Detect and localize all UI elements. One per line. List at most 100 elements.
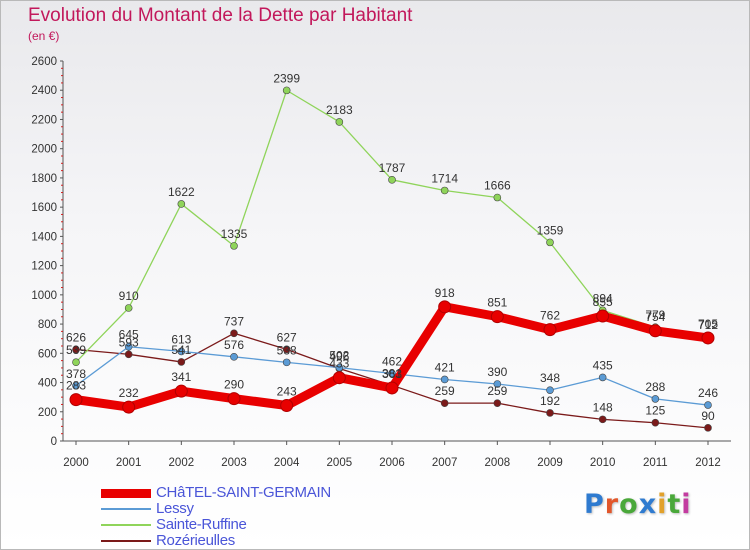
y-tick-label: 0 xyxy=(51,436,57,448)
data-label: 243 xyxy=(277,384,297,398)
data-point xyxy=(124,350,133,359)
y-tick-label: 2000 xyxy=(31,144,57,156)
data-label: 259 xyxy=(435,384,455,398)
x-tick-label: 2008 xyxy=(485,457,511,469)
data-point xyxy=(177,347,186,356)
x-tick-label: 2000 xyxy=(63,457,89,469)
y-tick-label: 2200 xyxy=(31,114,57,126)
data-label: 290 xyxy=(224,378,244,392)
data-label: 192 xyxy=(540,394,560,408)
data-point xyxy=(704,401,712,409)
data-point xyxy=(493,380,502,388)
legend-item: Lessy xyxy=(101,500,401,517)
y-tick-label: 200 xyxy=(38,407,57,419)
legend-label: Lessy xyxy=(156,500,194,517)
data-label: 627 xyxy=(277,330,297,344)
data-label: 90 xyxy=(701,409,715,423)
data-point xyxy=(651,418,660,427)
data-label: 381 xyxy=(382,366,402,380)
data-label: 593 xyxy=(119,335,139,349)
x-tick-label: 2001 xyxy=(116,457,142,469)
x-tick-label: 2010 xyxy=(590,457,616,469)
data-point xyxy=(598,415,607,424)
legend-swatch xyxy=(101,524,151,526)
data-point xyxy=(440,375,449,384)
data-label: 1714 xyxy=(431,171,458,185)
x-tick-label: 2005 xyxy=(327,457,353,469)
y-tick-label: 400 xyxy=(38,378,57,390)
data-point xyxy=(701,331,715,345)
data-point xyxy=(543,323,557,337)
data-label: 496 xyxy=(329,350,349,364)
data-point xyxy=(335,363,344,372)
data-label: 348 xyxy=(540,371,560,385)
x-tick-label: 2009 xyxy=(537,457,563,469)
data-point xyxy=(546,386,554,394)
data-label: 421 xyxy=(435,360,455,374)
data-point xyxy=(72,381,80,390)
data-label: 705 xyxy=(698,317,718,331)
data-label: 363 xyxy=(382,367,402,381)
data-label: 910 xyxy=(119,289,139,303)
data-label: 378 xyxy=(66,367,86,381)
legend-label: Rozérieulles xyxy=(156,532,235,549)
data-label: 433 xyxy=(329,357,349,371)
data-label: 1335 xyxy=(221,227,248,241)
data-label: 539 xyxy=(66,343,86,357)
x-tick-label: 2002 xyxy=(169,457,195,469)
data-point xyxy=(493,193,502,202)
data-point xyxy=(124,342,133,351)
data-point xyxy=(282,358,291,367)
data-point xyxy=(230,242,238,250)
data-point xyxy=(385,381,399,395)
data-point xyxy=(177,358,186,366)
legend-swatch xyxy=(101,488,151,498)
data-label: 259 xyxy=(487,384,507,398)
data-label: 779 xyxy=(645,308,665,322)
data-point xyxy=(72,358,80,367)
y-tick-label: 1800 xyxy=(31,173,57,185)
data-label: 626 xyxy=(66,331,86,345)
x-tick-label: 2006 xyxy=(379,457,405,469)
data-point xyxy=(332,371,346,385)
data-point xyxy=(227,392,241,406)
y-tick-label: 800 xyxy=(38,319,57,331)
data-label: 232 xyxy=(119,386,139,400)
data-label: 712 xyxy=(698,318,718,332)
data-label: 1666 xyxy=(484,179,511,193)
data-label: 2183 xyxy=(326,103,353,117)
data-point xyxy=(174,384,188,398)
data-label: 538 xyxy=(277,343,297,357)
x-tick-label: 2004 xyxy=(274,457,300,469)
data-point xyxy=(546,409,554,417)
data-label: 855 xyxy=(593,295,613,309)
data-point xyxy=(493,399,502,407)
data-point xyxy=(596,309,610,323)
legend-item: Sainte-Ruffine xyxy=(101,516,401,533)
y-tick-label: 1200 xyxy=(31,261,57,273)
data-point xyxy=(335,118,344,126)
data-point xyxy=(388,176,396,184)
y-tick-label: 600 xyxy=(38,348,57,360)
data-label: 288 xyxy=(645,380,665,394)
data-point xyxy=(230,353,238,361)
data-point xyxy=(282,86,291,95)
data-label: 390 xyxy=(487,365,507,379)
legend-label: Sainte-Ruffine xyxy=(156,516,247,533)
legend-item: CHâTEL-SAINT-GERMAIN xyxy=(101,484,401,501)
data-point xyxy=(546,238,554,247)
data-point xyxy=(438,300,452,314)
data-label: 851 xyxy=(487,296,507,310)
data-point xyxy=(388,369,396,378)
x-tick-label: 2007 xyxy=(432,457,458,469)
chart-title: Evolution du Montant de la Dette par Hab… xyxy=(28,5,413,26)
data-label: 502 xyxy=(329,349,349,363)
data-point xyxy=(651,395,660,403)
chart-subtitle: (en €) xyxy=(28,29,60,43)
y-tick-label: 1000 xyxy=(31,290,57,302)
data-label: 754 xyxy=(645,310,665,324)
data-label: 1622 xyxy=(168,185,195,199)
data-label: 2399 xyxy=(273,71,300,85)
x-tick-label: 2003 xyxy=(221,457,247,469)
